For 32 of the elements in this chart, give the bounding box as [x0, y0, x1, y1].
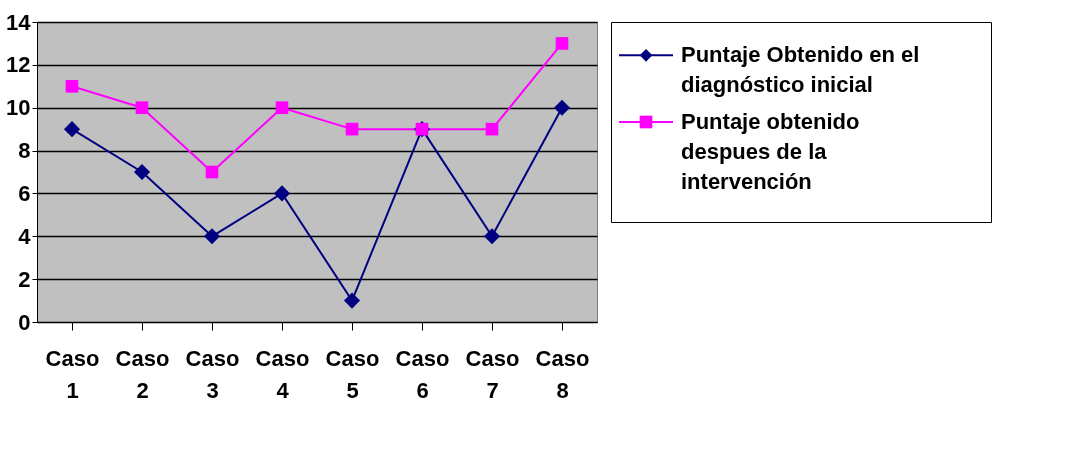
x-tick-label: Caso 4 [255, 345, 310, 403]
point [555, 37, 569, 50]
y-tick-label: 8 [18, 138, 31, 164]
x-tick-label: Caso 6 [395, 345, 450, 403]
point [275, 101, 289, 115]
legend-label: Puntaje obtenido despues de la intervención [681, 109, 860, 194]
point [65, 79, 79, 93]
x-tick-label: Caso 1 [45, 345, 100, 403]
x-tick-label: Caso 5 [325, 345, 380, 403]
point [205, 165, 219, 179]
y-tick-label: 12 [6, 52, 31, 78]
x-tick-label: Caso 2 [115, 345, 170, 403]
legend-label: Puntaje Obtenido en el diagnóstico inicial [681, 42, 920, 98]
point [345, 122, 359, 136]
x-tick-label: Caso 8 [535, 345, 590, 403]
y-tick-label: 0 [18, 309, 31, 335]
x-tick-label: Caso 7 [465, 345, 520, 403]
point [203, 228, 221, 245]
y-tick-label: 4 [18, 223, 32, 249]
point [483, 228, 501, 245]
point [133, 163, 151, 181]
point [63, 121, 81, 138]
point [273, 185, 291, 202]
y-tick-label: 6 [18, 180, 31, 206]
x-tick-label: Caso 3 [185, 345, 240, 403]
y-tick-label: 14 [6, 9, 32, 35]
y-tick-label: 10 [6, 95, 31, 121]
point [485, 122, 499, 136]
point [135, 101, 149, 115]
y-tick-label: 2 [18, 266, 31, 292]
point [343, 292, 361, 309]
point [553, 99, 571, 116]
